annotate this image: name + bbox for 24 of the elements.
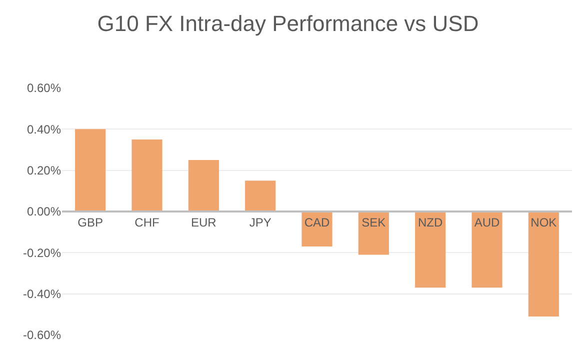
y-tick-label: 0.40% (26, 122, 62, 136)
chart-title: G10 FX Intra-day Performance vs USD (97, 11, 479, 36)
bar (188, 160, 219, 212)
bar (415, 212, 446, 288)
x-tick-label: SEK (362, 216, 386, 230)
x-tick-label: NZD (418, 216, 443, 230)
y-tick-label: 0.60% (26, 81, 62, 96)
x-tick-label: CHF (134, 216, 160, 230)
y-tick-label: 0.00% (26, 204, 62, 219)
x-tick-label: NOK (530, 216, 557, 230)
y-tick-label: 0.20% (26, 164, 62, 178)
y-tick-label: -0.20% (22, 246, 62, 260)
y-tick-label: -0.40% (22, 287, 62, 302)
x-tick-label: GBP (78, 216, 103, 230)
bar (245, 180, 276, 212)
x-tick-label: AUD (474, 216, 500, 230)
bar (132, 139, 162, 212)
y-tick-label: -0.60% (22, 328, 62, 342)
bar (528, 212, 559, 316)
bar (472, 212, 502, 288)
bar (75, 129, 106, 212)
x-tick-label: CAD (304, 216, 330, 230)
x-tick-label: JPY (249, 216, 272, 230)
x-tick-label: EUR (191, 216, 217, 230)
